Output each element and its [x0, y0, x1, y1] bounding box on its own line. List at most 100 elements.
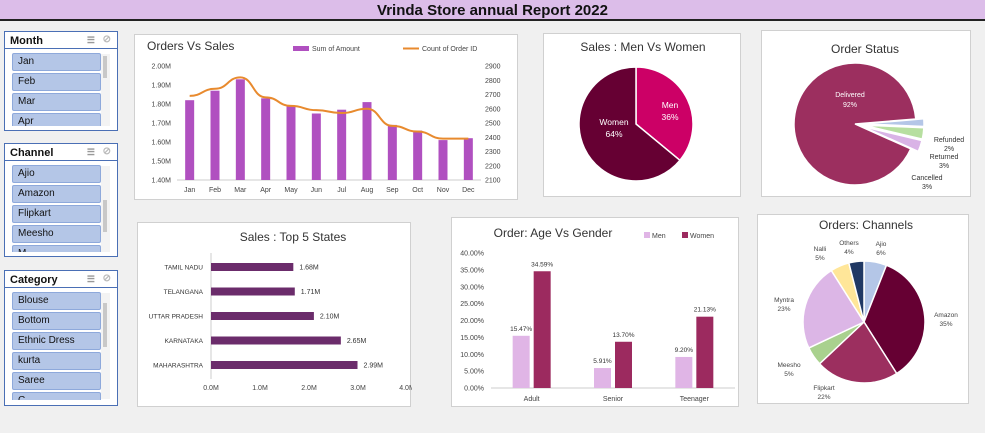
clear-filter-icon[interactable]: ⊘: [102, 34, 111, 45]
x-tick-label: Jul: [337, 187, 346, 194]
x-tick-label: Teenager: [680, 396, 710, 403]
data-label: Myntra: [774, 297, 794, 304]
slicer-item-amazon[interactable]: Amazon: [12, 185, 101, 203]
bar: [211, 312, 314, 320]
data-label: 5%: [815, 255, 825, 262]
data-label: Cancelled: [911, 175, 942, 182]
data-label: 1.68M: [299, 265, 319, 272]
y2-tick-label: 2700: [485, 92, 501, 99]
pie-slice: [793, 62, 917, 186]
age-gender-chart: Order: Age Vs Gender Men Women 0.00% 5.00% 10…: [451, 217, 739, 407]
slicer-item-blouse[interactable]: Blouse: [12, 292, 101, 310]
bar: [512, 335, 530, 388]
category-label: MAHARASHTRA: [153, 363, 204, 370]
pie-slice: [578, 66, 681, 182]
data-label: Refunded: [934, 137, 964, 144]
pie-slice: [862, 124, 925, 140]
data-label: 15.47%: [510, 326, 532, 333]
month-slicer-header: Month ☰ ⊘: [5, 32, 117, 49]
y2-tick-label: 2500: [485, 121, 501, 128]
orders-channels-chart: Orders: Channels Ajio 6% Amazon 35% Flipkart 2…: [757, 214, 969, 404]
chart-title: Order: Age Vs Gender: [494, 226, 613, 240]
y-tick-label: 2.00M: [152, 64, 172, 71]
slicer-item-ethnic-dress[interactable]: Ethnic Dress: [12, 332, 101, 350]
bar: [337, 109, 347, 180]
slicer-item-partial[interactable]: M: [12, 245, 101, 252]
bar: [463, 138, 473, 180]
series-line: [189, 76, 469, 140]
data-label: Ajio: [876, 241, 887, 248]
x-tick-label: May: [284, 187, 298, 194]
data-label: Amazon: [934, 312, 958, 319]
data-label: 35%: [939, 321, 952, 328]
legend-swatch: [644, 232, 650, 238]
clear-filter-icon[interactable]: ⊘: [102, 273, 111, 284]
bar: [211, 336, 341, 345]
legend-swatch: [682, 232, 688, 238]
y-tick-label: 1.40M: [152, 178, 172, 185]
bar: [594, 368, 611, 388]
x-tick-label: Feb: [209, 187, 221, 194]
data-label: 3%: [939, 163, 949, 170]
chart-title: Orders Vs Sales: [147, 39, 234, 53]
chart-title: Orders: Channels: [819, 218, 913, 232]
slicer-item-ajio[interactable]: Ajio: [12, 165, 101, 183]
slicer-item-kurta[interactable]: kurta: [12, 352, 101, 370]
bar: [615, 341, 632, 388]
data-label: Nalli: [814, 246, 827, 253]
slicer-item-partial[interactable]: C: [12, 392, 101, 400]
data-label: 36%: [661, 112, 678, 122]
multi-select-icon[interactable]: ☰: [86, 147, 95, 157]
data-label: 5.91%: [593, 358, 612, 365]
slicer-item-apr[interactable]: Apr: [12, 113, 101, 126]
month-scrollbar[interactable]: [101, 54, 110, 126]
slicer-item-feb[interactable]: Feb: [12, 73, 101, 91]
slicer-item-flipkart[interactable]: Flipkart: [12, 205, 101, 223]
slicer-item-meesho[interactable]: Meesho: [12, 225, 101, 243]
orders-vs-sales-chart: Orders Vs Sales 1.40M 1.50M 1.60M 1.70M 1.80M…: [134, 34, 518, 200]
data-label: 4%: [844, 249, 854, 256]
bar: [696, 316, 714, 388]
y2-tick-label: 2400: [485, 135, 501, 142]
data-label: Women: [599, 117, 628, 127]
data-label: Delivered: [835, 92, 865, 99]
x-tick-label: Sep: [386, 187, 399, 194]
multi-select-icon[interactable]: ☰: [86, 274, 95, 284]
y-tick-label: 15.00%: [460, 335, 484, 342]
data-label: 2%: [944, 146, 954, 153]
bar: [211, 361, 358, 369]
bar: [387, 124, 397, 180]
x-tick-label: 2.0M: [301, 385, 317, 392]
category-slicer[interactable]: Category ☰ ⊘ Blouse Bottom Ethnic Dress …: [4, 270, 118, 406]
bar: [261, 98, 271, 180]
slicer-item-bottom[interactable]: Bottom: [12, 312, 101, 330]
clear-filter-icon[interactable]: ⊘: [102, 146, 111, 157]
x-tick-label: 4.0M: [399, 385, 412, 392]
legend-swatch: [293, 46, 309, 51]
chart-title: Sales : Men Vs Women: [580, 40, 705, 54]
month-slicer[interactable]: Month ☰ ⊘ Jan Feb Mar Apr: [4, 31, 118, 131]
legend-label: Count of Order ID: [422, 46, 477, 53]
y-tick-label: 30.00%: [460, 284, 484, 291]
y-tick-label: 40.00%: [460, 251, 484, 258]
data-label: Returned: [930, 154, 959, 161]
pie-slice: [863, 264, 926, 375]
x-tick-label: 1.0M: [252, 385, 268, 392]
x-tick-label: Apr: [260, 187, 272, 194]
multi-select-icon[interactable]: ☰: [86, 35, 95, 45]
y2-tick-label: 2200: [485, 163, 501, 170]
data-label: 2.10M: [320, 314, 340, 321]
data-label: 2.65M: [347, 338, 367, 345]
bar: [211, 263, 294, 271]
category-slicer-title: Category: [10, 274, 58, 286]
bar: [211, 287, 295, 296]
slicer-item-saree[interactable]: Saree: [12, 372, 101, 390]
category-scrollbar[interactable]: [101, 293, 110, 399]
slicer-item-mar[interactable]: Mar: [12, 93, 101, 111]
channel-scrollbar[interactable]: [101, 166, 110, 252]
y-tick-label: 0.00%: [464, 386, 484, 393]
x-tick-label: Senior: [603, 396, 624, 403]
channel-slicer[interactable]: Channel ☰ ⊘ Ajio Amazon Flipkart Meesho …: [4, 143, 118, 257]
slicer-item-jan[interactable]: Jan: [12, 53, 101, 71]
pie-slice: [818, 320, 898, 384]
